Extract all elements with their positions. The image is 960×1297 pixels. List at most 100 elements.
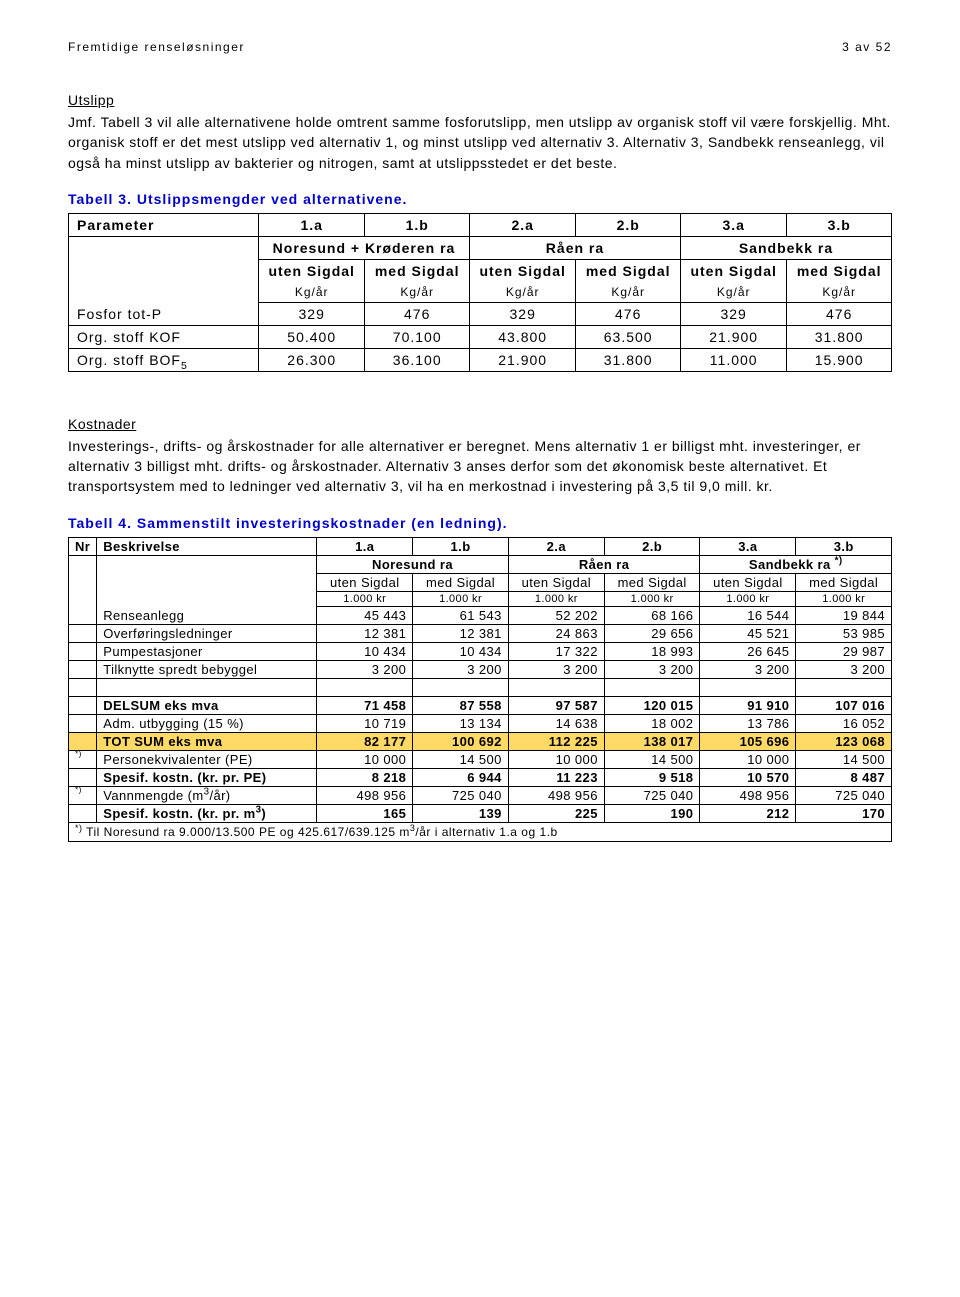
t4-u1: 1.000 kr: [413, 591, 509, 606]
t4-tot-nr: [69, 732, 97, 750]
t4-u0: 1.000 kr: [317, 591, 413, 606]
t4-r2-5: 29 987: [796, 642, 892, 660]
t3-col-1a: 1.a: [259, 213, 365, 236]
t3-row1-label: Org. stoff KOF: [69, 325, 259, 348]
t4-spe-4: 10 570: [700, 768, 796, 786]
para-utslipp: Jmf. Tabell 3 vil alle alternativene hol…: [68, 112, 892, 173]
t4-adm-1: 13 134: [413, 714, 509, 732]
t4-ds-4: 91 910: [700, 696, 796, 714]
t4-r3-1: 3 200: [413, 660, 509, 678]
t4-delsum-nr: [69, 696, 97, 714]
t4-r1-2: 24 863: [508, 624, 604, 642]
t4-r1-4: 45 521: [700, 624, 796, 642]
t4-tot-5: 123 068: [796, 732, 892, 750]
t3-col-2a: 2.a: [469, 213, 575, 236]
t4-pe-4: 10 000: [700, 750, 796, 768]
t4-u2: 1.000 kr: [508, 591, 604, 606]
t3-r0-5: 476: [787, 302, 892, 325]
t3-param-header: Parameter: [69, 213, 259, 236]
t4-ds-1: 87 558: [413, 696, 509, 714]
t4-c-2b: 2.b: [604, 537, 700, 555]
t4-g2: Råen ra: [508, 555, 700, 573]
t4-r0-3: 68 166: [604, 606, 700, 624]
t4-r3-l: Tilknytte spredt bebyggel: [97, 660, 317, 678]
t4-ds-5: 107 016: [796, 696, 892, 714]
t3-r2-4: 11.000: [680, 348, 786, 371]
t4-pe-1: 14 500: [413, 750, 509, 768]
t3-r2-2: 21.900: [469, 348, 575, 371]
t3-r1-1: 70.100: [365, 325, 470, 348]
t3-r1-2: 43.800: [469, 325, 575, 348]
t3-r1-0: 50.400: [259, 325, 365, 348]
t4-r1-3: 29 656: [604, 624, 700, 642]
t3-unit-3: Kg/år: [576, 282, 681, 303]
t4-c-3b: 3.b: [796, 537, 892, 555]
t4-r0-0: 45 443: [317, 606, 413, 624]
t4-empty-nr: [69, 678, 97, 696]
t4-r3-5: 3 200: [796, 660, 892, 678]
t4-s1: med Sigdal: [413, 573, 509, 591]
t4-spe-nr: [69, 768, 97, 786]
t4-spe-0: 8 218: [317, 768, 413, 786]
t4-c-2a: 2.a: [508, 537, 604, 555]
header-left: Fremtidige renseløsninger: [68, 40, 245, 54]
t4-v-1: 725 040: [413, 786, 509, 804]
t4-spe-1: 6 944: [413, 768, 509, 786]
t4-adm-2: 14 638: [508, 714, 604, 732]
t4-sm-5: 170: [796, 804, 892, 822]
t3-col-3b: 3.b: [787, 213, 892, 236]
t3-blank: [69, 236, 259, 302]
t3-r1-4: 21.900: [680, 325, 786, 348]
t3-col-3a: 3.a: [680, 213, 786, 236]
t3-group-3: Sandbekk ra: [680, 236, 891, 259]
t4-r3-nr: [69, 660, 97, 678]
t3-sub-3: med Sigdal: [576, 259, 681, 282]
t4-r3-0: 3 200: [317, 660, 413, 678]
t3-r1-3: 63.500: [576, 325, 681, 348]
t3-r0-3: 476: [576, 302, 681, 325]
t4-v-3: 725 040: [604, 786, 700, 804]
t4-sm-1: 139: [413, 804, 509, 822]
t4-tot-1: 100 692: [413, 732, 509, 750]
t4-ds-0: 71 458: [317, 696, 413, 714]
t3-sub-5: med Sigdal: [787, 259, 892, 282]
t4-r1-5: 53 985: [796, 624, 892, 642]
tabell4-caption: Tabell 4. Sammenstilt investeringskostna…: [68, 515, 892, 531]
t4-adm-l: Adm. utbygging (15 %): [97, 714, 317, 732]
t4-u4: 1.000 kr: [700, 591, 796, 606]
t4-r2-nr: [69, 642, 97, 660]
t4-g1: Noresund ra: [317, 555, 509, 573]
t3-r2-1: 36.100: [365, 348, 470, 371]
t4-vann-mark: *): [69, 786, 97, 804]
t4-besk-header: Beskrivelse: [97, 537, 317, 555]
t3-sub-0: uten Sigdal: [259, 259, 365, 282]
t4-v-4: 498 956: [700, 786, 796, 804]
t4-c-1a: 1.a: [317, 537, 413, 555]
t4-adm-0: 10 719: [317, 714, 413, 732]
t4-r2-3: 18 993: [604, 642, 700, 660]
t4-r2-0: 10 434: [317, 642, 413, 660]
t4-g3: Sandbekk ra *): [700, 555, 892, 573]
header-right: 3 av 52: [842, 40, 892, 54]
t3-unit-4: Kg/år: [680, 282, 786, 303]
page-header: Fremtidige renseløsninger 3 av 52: [68, 40, 892, 54]
t4-blank-desc: [97, 555, 317, 606]
t4-empty-l: [97, 678, 317, 696]
section-kostnader: Kostnader Investerings-, drifts- og årsk…: [68, 416, 892, 497]
t3-r2-3: 31.800: [576, 348, 681, 371]
t4-s2: uten Sigdal: [508, 573, 604, 591]
t4-tot-3: 138 017: [604, 732, 700, 750]
t4-v-0: 498 956: [317, 786, 413, 804]
t4-adm-3: 18 002: [604, 714, 700, 732]
t4-r2-4: 26 645: [700, 642, 796, 660]
t3-unit-0: Kg/år: [259, 282, 365, 303]
t4-sm-0: 165: [317, 804, 413, 822]
t4-footnote: *) Til Noresund ra 9.000/13.500 PE og 42…: [68, 823, 892, 842]
t4-s0: uten Sigdal: [317, 573, 413, 591]
t4-r3-2: 3 200: [508, 660, 604, 678]
t3-r2-0: 26.300: [259, 348, 365, 371]
t4-r0-nr: [69, 606, 97, 624]
t4-pe-l: Personekvivalenter (PE): [97, 750, 317, 768]
t4-adm-5: 16 052: [796, 714, 892, 732]
t4-pe-5: 14 500: [796, 750, 892, 768]
